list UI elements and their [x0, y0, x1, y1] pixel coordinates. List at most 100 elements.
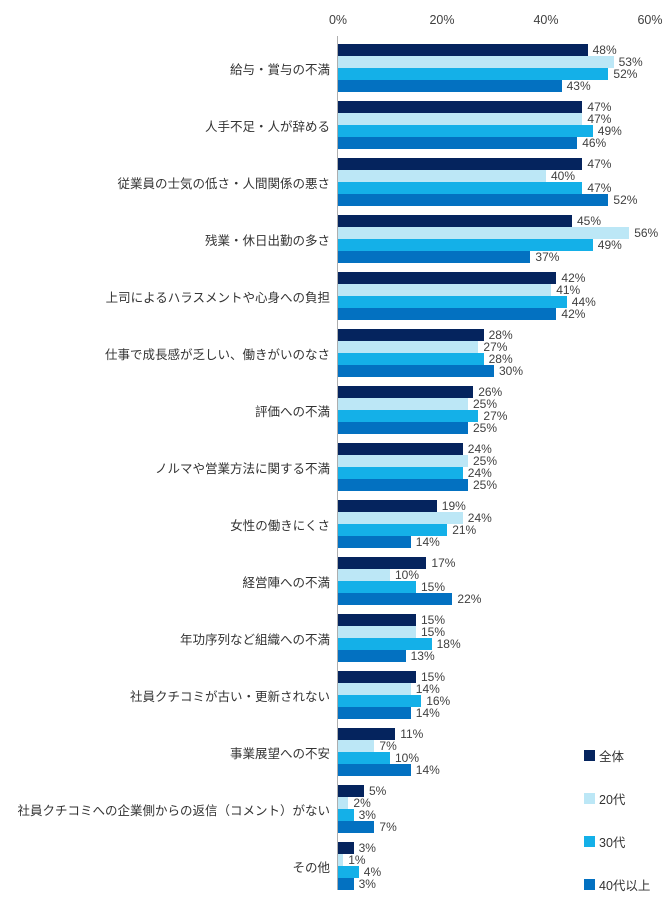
bar-row: 43% — [338, 80, 643, 92]
bar-row: 30% — [338, 365, 523, 377]
value-label: 47% — [587, 181, 612, 195]
bar-series-1 — [338, 56, 614, 68]
bar-stack: 47% 47% 49% 46% — [338, 101, 622, 149]
bar-row: 3% — [338, 878, 381, 890]
value-label: 19% — [441, 499, 466, 513]
bar-series-2 — [338, 296, 567, 308]
bar-series-3 — [338, 650, 406, 662]
bar-series-0 — [338, 44, 588, 56]
x-axis-tick: 40% — [533, 13, 559, 27]
value-label: 3% — [358, 841, 376, 855]
value-label: 40% — [551, 169, 576, 183]
bar-series-0 — [338, 443, 463, 455]
bar-row: 11% — [338, 728, 440, 740]
value-label: 14% — [415, 763, 440, 777]
bar-row: 21% — [338, 524, 492, 536]
bar-series-2 — [338, 68, 609, 80]
bar-stack: 48% 53% 52% 43% — [338, 44, 643, 92]
value-label: 44% — [571, 295, 596, 309]
category-label: 社員クチコミが古い・更新されない — [129, 689, 330, 704]
bar-series-0 — [338, 158, 583, 170]
bar-series-2 — [338, 182, 583, 194]
legend-item-1: 20代 — [584, 792, 650, 807]
bar-series-0 — [338, 671, 416, 683]
value-label: 27% — [483, 340, 508, 354]
bar-series-1 — [338, 170, 546, 182]
bar-group: 経営陣への不満 17% 10% 15% 22% — [0, 557, 672, 605]
category-label: 年功序列など組織への不満 — [179, 632, 330, 647]
category-label: 経営陣への不満 — [242, 575, 330, 590]
value-label: 25% — [473, 454, 498, 468]
bar-row: 25% — [338, 422, 507, 434]
x-axis: 0% 20% 40% 60% — [329, 13, 663, 29]
bar-series-1 — [338, 284, 552, 296]
bar-row: 15% — [338, 671, 450, 683]
bar-row: 7% — [338, 740, 440, 752]
bar-row: 18% — [338, 638, 461, 650]
bar-stack: 42% 41% 44% 42% — [338, 272, 596, 320]
bar-row: 16% — [338, 695, 450, 707]
bar-row: 44% — [338, 296, 596, 308]
bar-series-3 — [338, 536, 411, 548]
legend-label: 20代 — [599, 792, 626, 807]
value-label: 25% — [473, 397, 498, 411]
value-label: 42% — [561, 307, 586, 321]
value-label: 52% — [613, 193, 638, 207]
bar-row: 15% — [338, 581, 481, 593]
bar-row: 47% — [338, 158, 637, 170]
bar-series-2 — [338, 239, 593, 251]
bar-group: 年功序列など組織への不満 15% 15% 18% 13% — [0, 614, 672, 662]
value-label: 30% — [499, 364, 524, 378]
bar-series-0 — [338, 614, 416, 626]
bar-group: ノルマや営業方法に関する不満 24% 25% 24% 25% — [0, 443, 672, 491]
bar-group: 社員クチコミへの企業側からの返信（コメント）がない 5% 2% 3% 7% — [0, 785, 672, 833]
bar-group: 従業員の士気の低さ・人間関係の悪さ 47% 40% 47% 52% — [0, 158, 672, 206]
value-label: 56% — [634, 226, 659, 240]
bar-series-3 — [338, 878, 354, 890]
legend-swatch — [584, 835, 595, 847]
bar-row: 3% — [338, 809, 397, 821]
category-label: その他 — [292, 860, 330, 875]
bar-series-1 — [338, 740, 375, 752]
value-label: 49% — [597, 124, 622, 138]
bar-row: 24% — [338, 467, 497, 479]
bar-series-0 — [338, 272, 557, 284]
value-label: 15% — [421, 670, 446, 684]
bar-row: 25% — [338, 479, 497, 491]
value-label: 53% — [618, 55, 643, 69]
value-label: 16% — [426, 694, 451, 708]
value-label: 13% — [410, 649, 435, 663]
bar-row: 26% — [338, 386, 507, 398]
bar-row: 4% — [338, 866, 381, 878]
bar-row: 45% — [338, 215, 658, 227]
bar-series-2 — [338, 524, 448, 536]
bar-row: 24% — [338, 512, 492, 524]
value-label: 3% — [358, 808, 376, 822]
bar-group: 残業・休日出勤の多さ 45% 56% 49% 37% — [0, 215, 672, 263]
legend: 全体 20代 30代 40代以上 — [584, 749, 650, 913]
value-label: 15% — [421, 580, 446, 594]
bar-stack: 28% 27% 28% 30% — [338, 329, 523, 377]
bar-stack: 26% 25% 27% 25% — [338, 386, 507, 434]
bar-series-1 — [338, 854, 344, 866]
bar-series-3 — [338, 80, 562, 92]
bar-stack: 5% 2% 3% 7% — [338, 785, 397, 833]
bar-row: 25% — [338, 398, 507, 410]
bar-stack: 15% 15% 18% 13% — [338, 614, 461, 662]
bar-group: 評価への不満 26% 25% 27% 25% — [0, 386, 672, 434]
value-label: 47% — [587, 157, 612, 171]
bar-series-0 — [338, 386, 474, 398]
bar-row: 47% — [338, 182, 637, 194]
legend-item-2: 30代 — [584, 835, 650, 850]
value-label: 37% — [535, 250, 560, 264]
value-label: 14% — [415, 682, 440, 696]
bar-group: 給与・賞与の不満 48% 53% 52% 43% — [0, 44, 672, 92]
category-label: 評価への不満 — [254, 404, 330, 419]
bar-series-1 — [338, 626, 416, 638]
category-label: ノルマや営業方法に関する不満 — [154, 461, 330, 476]
bar-row: 5% — [338, 785, 397, 797]
legend-item-0: 全体 — [584, 749, 650, 764]
bar-series-1 — [338, 797, 349, 809]
legend-label: 40代以上 — [599, 878, 651, 893]
